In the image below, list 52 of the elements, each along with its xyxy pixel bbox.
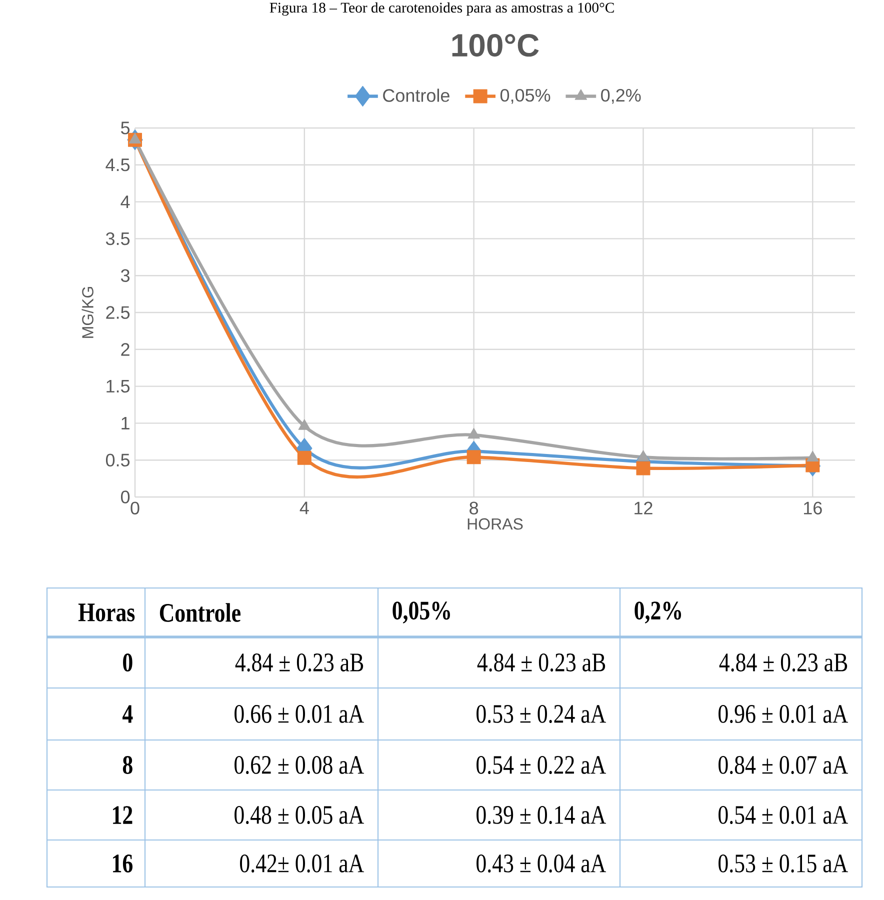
y-tick-label: 3 [120, 269, 130, 282]
point [636, 461, 650, 476]
y-tick-label: 4.5 [106, 158, 130, 172]
text: 0.96 ± 0.01 aA [718, 704, 848, 724]
legend-label: 0,05% [500, 88, 550, 104]
text: 0.54 ± 0.01 aA [718, 806, 848, 824]
x-tick-label: 16 [804, 502, 822, 514]
point [468, 428, 480, 439]
text: 0.48 ± 0.05 aA [234, 806, 364, 824]
legend-label: Controle [383, 88, 450, 102]
text: 0.53 ± 0.24 aA [476, 704, 606, 724]
text: Figura 18 – Teor de carotenoides para as amostras a 100°C [270, 2, 614, 16]
point [806, 450, 819, 462]
y-tick-label: 1.5 [106, 380, 130, 393]
text: 0.53 ± 0.15 aA [718, 854, 848, 873]
x-tick-label: 8 [470, 502, 478, 514]
text: Horas [78, 604, 135, 622]
chart-title: 100°C [452, 34, 539, 57]
y-tick-label: 0.5 [106, 454, 130, 466]
y-tick-label: 3.5 [106, 232, 130, 246]
text: 4.84 ± 0.23 aB [477, 653, 606, 672]
x-axis-title: HORAS [468, 518, 523, 530]
text: Controle [160, 603, 240, 622]
y-axis-title: MG/KG [82, 287, 94, 338]
text: 0.62 ± 0.08 aA [234, 756, 364, 774]
text: 0,05% [392, 602, 450, 624]
x-tick-label: 0 [130, 502, 140, 514]
text: 0.43 ± 0.04 aA [476, 854, 606, 873]
text: 8 [122, 756, 132, 774]
point [637, 450, 650, 461]
y-tick-label: 1 [122, 417, 130, 430]
text: 4.84 ± 0.23 aB [719, 653, 848, 672]
text: 16 [113, 854, 132, 872]
text: 4.84 ± 0.23 aB [235, 653, 364, 672]
y-tick-label: 4 [120, 196, 130, 208]
text: 12 [113, 806, 132, 824]
y-tick-label: 0 [120, 490, 130, 504]
y-tick-label: 2 [121, 343, 130, 356]
text: 0.42± 0.01 aA [240, 854, 364, 873]
point [298, 419, 311, 430]
text: 0.84 ± 0.07 aA [718, 756, 848, 774]
x-tick-label: 4 [300, 502, 309, 514]
text: 0.54 ± 0.22 aA [476, 756, 606, 774]
text: 0.39 ± 0.14 aA [476, 806, 606, 824]
point [466, 450, 481, 464]
legend-label: 0,2% [601, 88, 641, 104]
y-tick-label: 5 [120, 122, 130, 134]
y-tick-label: 2.5 [106, 306, 130, 319]
point [297, 450, 312, 465]
text: 0.66 ± 0.01 aA [234, 704, 364, 724]
text: 0,2% [634, 602, 682, 624]
x-tick-label: 12 [634, 502, 652, 514]
